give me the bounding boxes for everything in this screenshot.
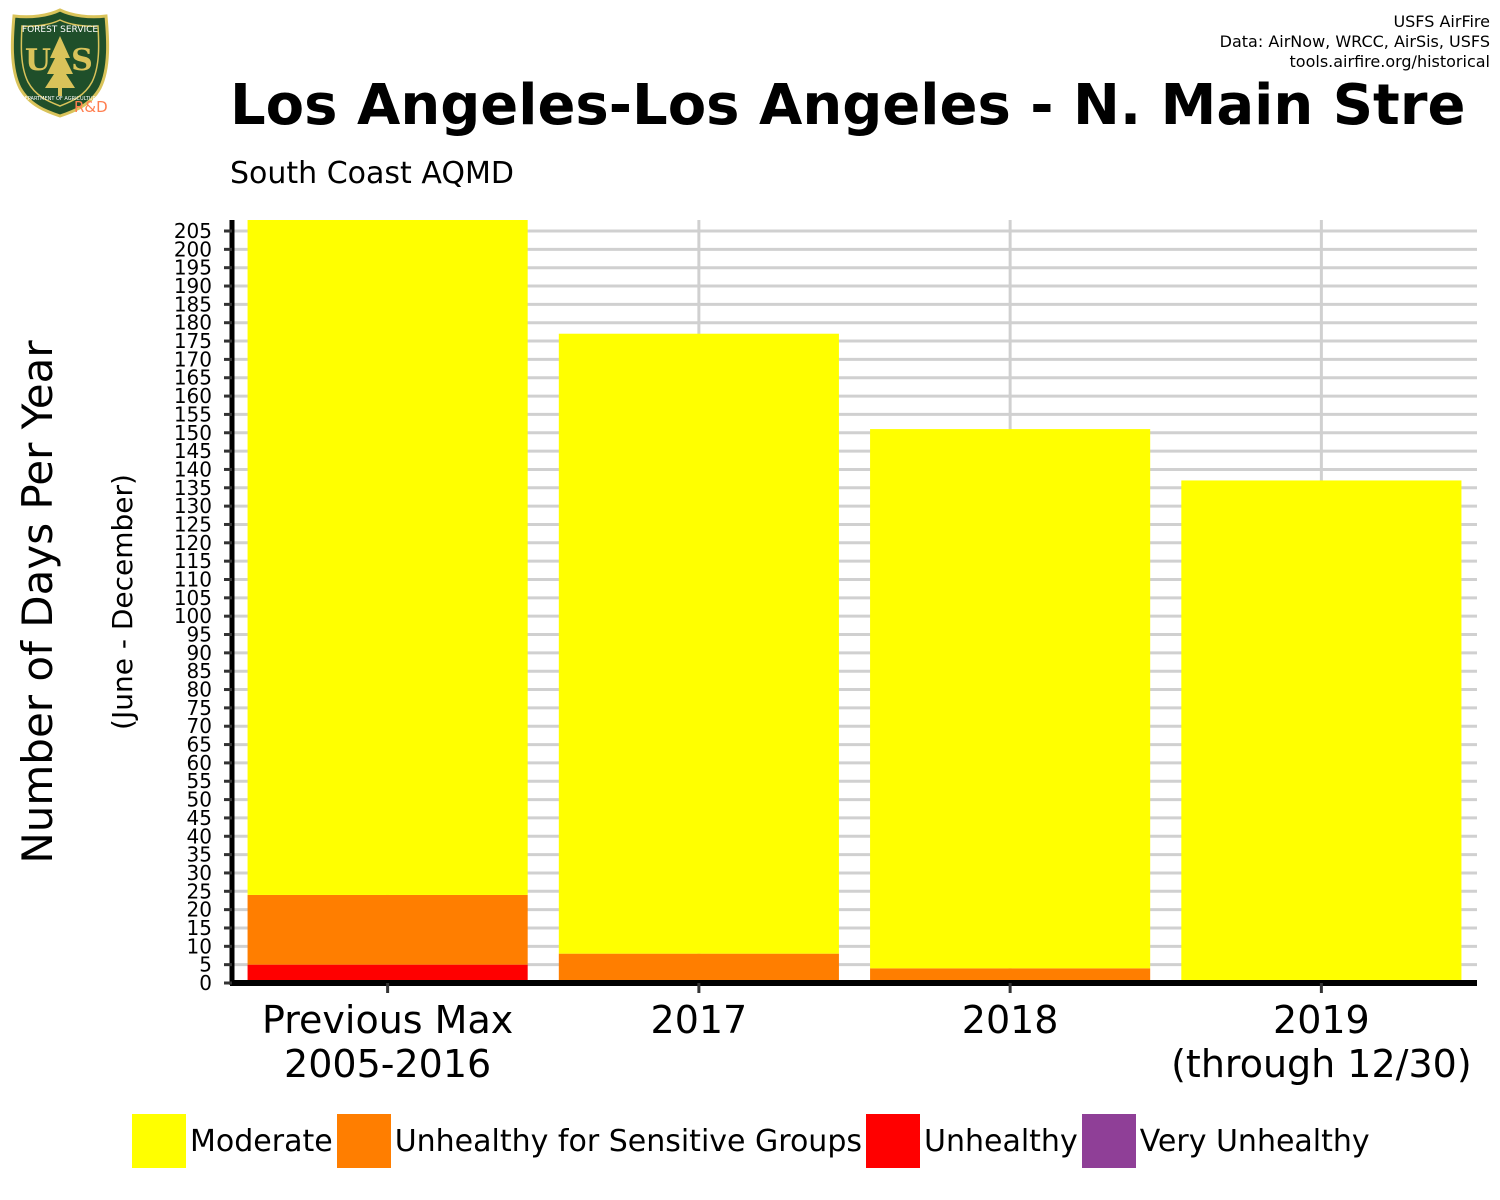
logo-ring-text: DEPARTMENT OF AGRICULTURE: [21, 96, 99, 102]
legend-label: Very Unhealthy: [1139, 1123, 1370, 1159]
y-tick-label: 65: [187, 733, 212, 757]
y-tick-label: 110: [174, 567, 212, 591]
y-tick-label: 25: [187, 879, 212, 903]
y-tick-label: 70: [187, 714, 212, 738]
y-tick-label: 155: [174, 402, 212, 426]
chart-axes: [224, 220, 1477, 993]
x-tick-label: 2005-2016: [284, 1042, 491, 1086]
y-tick-label: 5: [199, 953, 212, 977]
y-tick-label: 55: [187, 769, 212, 793]
chart-title: Los Angeles-Los Angeles - N. Main Stre: [230, 73, 1466, 138]
bar-segment-moderate: [870, 429, 1151, 969]
stacked-bar-chart: 0510152025303540455055606570758085909510…: [13, 219, 1477, 1086]
y-tick-labels: 0510152025303540455055606570758085909510…: [174, 219, 212, 995]
y-tick-label: 30: [187, 861, 212, 885]
bar-segment-unhealthy-for-sensitive-groups: [870, 968, 1151, 983]
credits-line-2: Data: AirNow, WRCC, AirSis, USFS: [1219, 32, 1490, 51]
y-tick-label: 195: [174, 256, 212, 280]
y-axis-title: Number of Days Per Year: [13, 340, 62, 864]
x-tick-label: 2018: [962, 998, 1059, 1042]
legend-label: Unhealthy for Sensitive Groups: [394, 1123, 862, 1159]
usfs-shield-logo: FOREST SERVICE U S DEPARTMENT OF AGRICUL…: [8, 8, 112, 118]
y-tick-label: 80: [187, 678, 212, 702]
credits-line-1: USFS AirFire: [1393, 12, 1490, 31]
logo-badge: R&D: [74, 98, 108, 116]
y-tick-label: 50: [187, 788, 212, 812]
y-tick-label: 115: [174, 549, 212, 573]
y-tick-label: 145: [174, 439, 212, 463]
x-tick-label: Previous Max: [262, 998, 513, 1042]
bar-segment-moderate: [247, 220, 528, 895]
y-tick-label: 75: [187, 696, 212, 720]
y-tick-label: 105: [174, 586, 212, 610]
bar-segment-unhealthy-for-sensitive-groups: [247, 894, 528, 965]
legend-item-unhealthy-for-sensitive-groups: Unhealthy for Sensitive Groups: [336, 1114, 862, 1168]
legend-swatch: [132, 1114, 186, 1168]
y-tick-label: 40: [187, 824, 212, 848]
y-tick-label: 95: [187, 623, 212, 647]
svg-text:U: U: [25, 43, 51, 78]
legend-swatch: [1081, 1114, 1136, 1168]
credits: USFS AirFire Data: AirNow, WRCC, AirSis,…: [1220, 12, 1490, 72]
x-tick-label: 2017: [651, 998, 748, 1042]
y-tick-label: 15: [187, 916, 212, 940]
bar-segment-unhealthy: [247, 964, 528, 983]
y-tick-label: 205: [174, 219, 212, 243]
legend-label: Moderate: [190, 1123, 333, 1159]
y-tick-label: 150: [174, 421, 212, 445]
y-tick-label: 10: [187, 934, 212, 958]
y-tick-label: 35: [187, 843, 212, 867]
svg-text:S: S: [71, 43, 93, 78]
x-tick-label: (through 12/30): [1171, 1042, 1472, 1086]
y-tick-label: 130: [174, 494, 212, 518]
y-tick-label: 185: [174, 292, 212, 316]
y-tick-label: 100: [174, 604, 212, 628]
x-tick-label: 2019: [1273, 998, 1370, 1042]
logo-top-text: FOREST SERVICE: [22, 25, 99, 35]
legend-swatch: [866, 1114, 920, 1168]
chart-subtitle: South Coast AQMD: [230, 156, 514, 191]
bar-segment-moderate: [558, 333, 839, 954]
legend-swatch: [336, 1114, 391, 1168]
y-tick-label: 85: [187, 659, 212, 683]
y-tick-label: 125: [174, 512, 212, 536]
y-tick-label: 170: [174, 347, 212, 371]
bar-segment-unhealthy-for-sensitive-groups: [558, 953, 839, 983]
legend-item-unhealthy: Unhealthy: [866, 1114, 1078, 1168]
legend-item-moderate: Moderate: [132, 1114, 333, 1168]
y-axis-subtitle: (June - December): [106, 474, 139, 730]
legend-label: Unhealthy: [924, 1123, 1078, 1159]
credits-line-3: tools.airfire.org/historical: [1289, 52, 1490, 71]
y-tick-label: 180: [174, 311, 212, 335]
y-tick-label: 135: [174, 476, 212, 500]
y-tick-label: 0: [199, 971, 212, 995]
y-tick-label: 90: [187, 641, 212, 665]
y-tick-label: 160: [174, 384, 212, 408]
y-tick-label: 120: [174, 531, 212, 555]
y-tick-label: 45: [187, 806, 212, 830]
y-tick-label: 140: [174, 457, 212, 481]
bar-segment-moderate: [1181, 480, 1462, 983]
legend-item-very-unhealthy: Very Unhealthy: [1081, 1114, 1370, 1168]
chart-bars: [247, 220, 1462, 983]
y-tick-label: 20: [187, 898, 212, 922]
legend: Moderate Unhealthy for Sensitive Groups Un…: [132, 1114, 1374, 1168]
y-tick-label: 165: [174, 366, 212, 390]
y-tick-label: 190: [174, 274, 212, 298]
y-tick-label: 175: [174, 329, 212, 353]
y-tick-label: 60: [187, 751, 212, 775]
y-tick-label: 200: [174, 237, 212, 261]
